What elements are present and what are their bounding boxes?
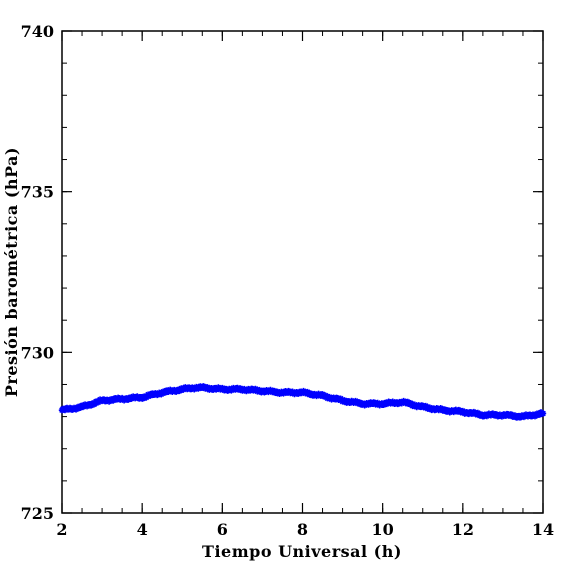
x-tick-label: 14 (532, 520, 554, 539)
y-axis-label: Presión barométrica (hPa) (2, 147, 21, 397)
y-tick-label: 740 (21, 22, 54, 41)
minor-ticks (61, 30, 544, 514)
plot-frame (61, 30, 544, 514)
x-tick-labels: 2 4 6 8 10 12 14 (56, 520, 554, 539)
x-tick-label: 6 (217, 520, 228, 539)
data-series (58, 383, 547, 421)
major-ticks (61, 30, 544, 514)
x-tick-label: 4 (137, 520, 148, 539)
x-tick-label: 10 (372, 520, 394, 539)
y-tick-label: 730 (21, 343, 54, 362)
y-tick-label: 725 (21, 504, 54, 523)
x-tick-label: 2 (56, 520, 67, 539)
data-point (539, 410, 547, 417)
y-tick-labels: 725 730 735 740 (21, 22, 54, 523)
x-tick-label: 8 (297, 520, 308, 539)
x-tick-label: 12 (452, 520, 474, 539)
x-axis-label: Tiempo Universal (h) (202, 542, 402, 561)
y-tick-label: 735 (21, 183, 54, 202)
